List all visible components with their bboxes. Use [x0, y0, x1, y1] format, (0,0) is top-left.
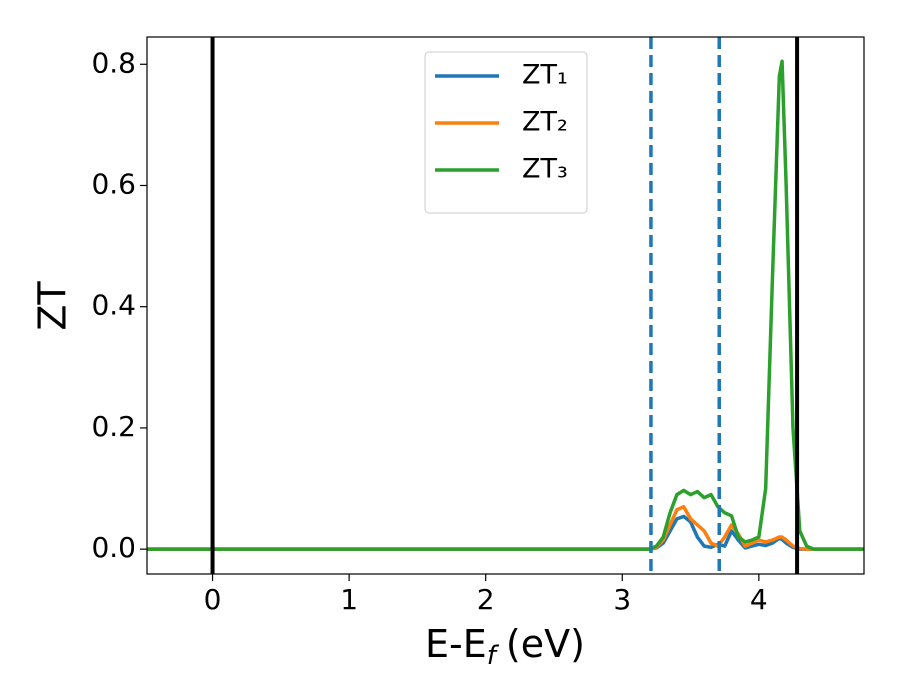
- legend-box: [424, 51, 588, 214]
- y-tick-label: 0.6: [91, 167, 136, 200]
- x-tick-label: 3: [613, 583, 631, 616]
- y-tick-label: 0.4: [91, 289, 136, 322]
- plot-area: [147, 37, 864, 574]
- y-axis-label: ZT: [31, 281, 75, 331]
- y-tick-label: 0.0: [91, 531, 136, 564]
- series-line: [147, 59, 864, 551]
- legend-label: ZT₃: [522, 154, 568, 185]
- y-tick-label: 0.8: [91, 46, 136, 79]
- legend-label: ZT₂: [522, 107, 568, 138]
- x-label-unit: (eV): [506, 622, 585, 666]
- x-tick-label: 2: [477, 583, 495, 616]
- y-tick-label: 0.2: [91, 410, 136, 443]
- x-axis-label: E-Ef (eV): [425, 622, 585, 671]
- x-label-main: E-E: [425, 622, 487, 666]
- x-tick-label: 1: [340, 583, 358, 616]
- x-tick-label: 4: [750, 583, 768, 616]
- x-tick-label: 0: [204, 583, 222, 616]
- legend-label: ZT₁: [522, 60, 568, 91]
- plot-frame: [146, 36, 865, 575]
